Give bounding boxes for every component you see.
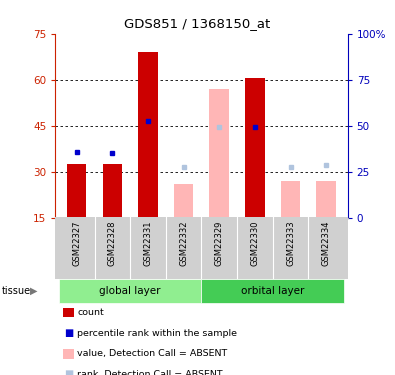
Text: ▶: ▶ (30, 286, 38, 296)
Text: global layer: global layer (100, 286, 161, 296)
Text: GDS851 / 1368150_at: GDS851 / 1368150_at (124, 17, 271, 30)
Text: tissue: tissue (2, 286, 31, 296)
Text: GSM22333: GSM22333 (286, 220, 295, 266)
Text: ■: ■ (64, 328, 73, 338)
Bar (103, 164, 122, 218)
Bar (174, 184, 194, 218)
Text: ■: ■ (64, 369, 73, 375)
Text: count: count (77, 308, 104, 317)
Text: percentile rank within the sample: percentile rank within the sample (77, 328, 237, 338)
Bar (209, 89, 229, 218)
Bar (67, 164, 87, 218)
Bar (245, 78, 265, 218)
Bar (316, 181, 336, 218)
Text: GSM22329: GSM22329 (215, 220, 224, 266)
Text: GSM22334: GSM22334 (322, 220, 331, 266)
Bar (138, 52, 158, 217)
Text: rank, Detection Call = ABSENT: rank, Detection Call = ABSENT (77, 370, 223, 375)
Text: value, Detection Call = ABSENT: value, Detection Call = ABSENT (77, 349, 228, 358)
Bar (281, 181, 300, 218)
Text: GSM22328: GSM22328 (108, 220, 117, 266)
Text: orbital layer: orbital layer (241, 286, 305, 296)
Bar (201, 279, 344, 303)
Bar (59, 279, 201, 303)
Text: GSM22332: GSM22332 (179, 220, 188, 266)
Text: GSM22330: GSM22330 (250, 220, 260, 266)
Text: GSM22331: GSM22331 (143, 220, 152, 266)
Text: GSM22327: GSM22327 (72, 220, 81, 266)
